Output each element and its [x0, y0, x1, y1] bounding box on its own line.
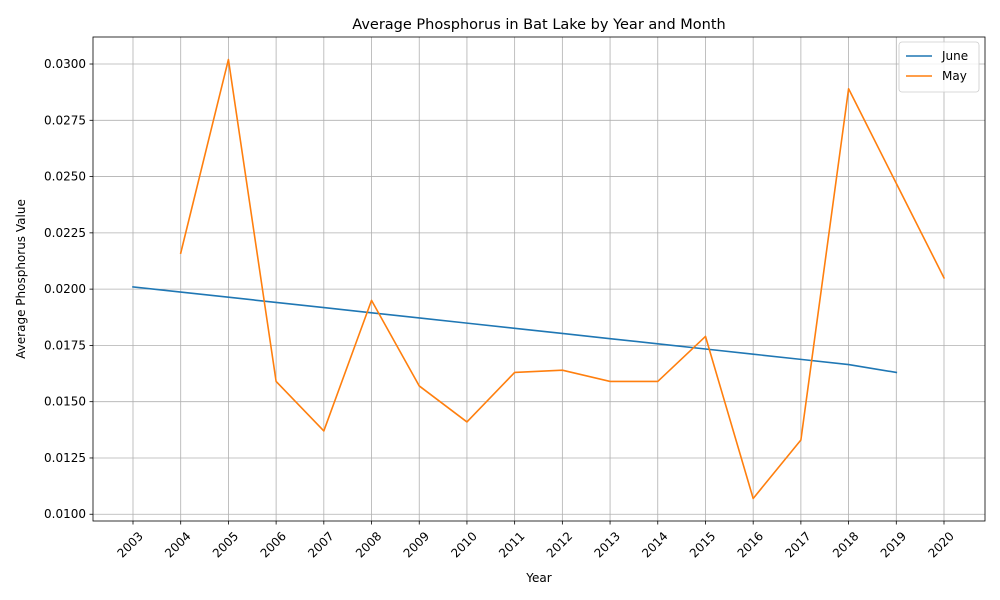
y-tick-label: 0.0175: [44, 338, 86, 352]
y-tick-label: 0.0275: [44, 113, 86, 127]
legend: June May: [898, 41, 980, 93]
series-line-may: [179, 58, 946, 500]
y-tick-label: 0.0300: [44, 57, 86, 71]
y-axis-title: Average Phosphorus Value: [14, 199, 28, 359]
series-lines: [132, 58, 946, 500]
y-axis-ticks: 0.0100 0.0125 0.0150 0.0175 0.0200 0.0225 0.02…: [44, 57, 93, 521]
series-line-june: [132, 285, 898, 374]
plot-frame: [92, 36, 986, 522]
gridlines: [93, 37, 985, 521]
legend-box: [898, 41, 980, 93]
y-tick-label: 0.0150: [44, 395, 86, 409]
legend-label-may: May: [942, 69, 967, 83]
x-axis-title: Year: [525, 571, 551, 585]
y-tick-label: 0.0250: [44, 170, 86, 184]
y-tick-label: 0.0225: [44, 226, 86, 240]
y-tick-label: 0.0200: [44, 282, 86, 296]
legend-label-june: June: [941, 49, 968, 63]
chart-title: Average Phosphorus in Bat Lake by Year a…: [352, 17, 725, 33]
y-tick-label: 0.0100: [44, 507, 86, 521]
y-tick-label: 0.0125: [44, 451, 86, 465]
